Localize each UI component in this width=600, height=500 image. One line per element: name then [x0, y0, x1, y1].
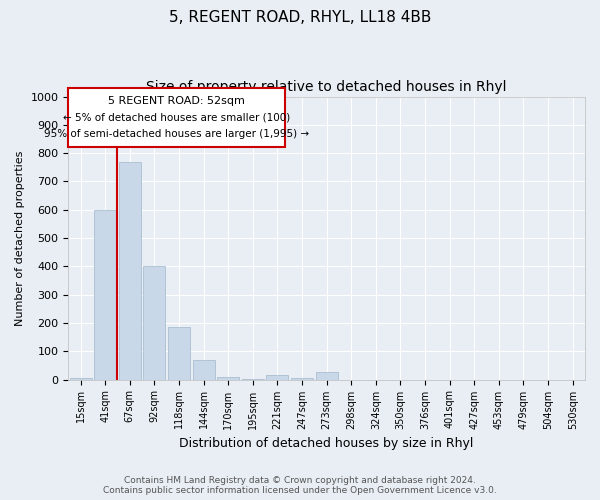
Bar [119, 162, 141, 380]
Bar [266, 376, 289, 380]
Bar [291, 378, 313, 380]
Bar [94, 210, 116, 380]
Bar [193, 360, 215, 380]
Bar [316, 372, 338, 380]
Text: 5, REGENT ROAD, RHYL, LL18 4BB: 5, REGENT ROAD, RHYL, LL18 4BB [169, 10, 431, 25]
Bar [168, 327, 190, 380]
Bar [143, 266, 166, 380]
Bar [217, 376, 239, 380]
Title: Size of property relative to detached houses in Rhyl: Size of property relative to detached ho… [146, 80, 507, 94]
Text: ← 5% of detached houses are smaller (100): ← 5% of detached houses are smaller (100… [63, 113, 290, 123]
Bar [242, 378, 264, 380]
X-axis label: Distribution of detached houses by size in Rhyl: Distribution of detached houses by size … [179, 437, 474, 450]
Y-axis label: Number of detached properties: Number of detached properties [15, 150, 25, 326]
Text: 95% of semi-detached houses are larger (1,995) →: 95% of semi-detached houses are larger (… [44, 130, 310, 140]
Text: 5 REGENT ROAD: 52sqm: 5 REGENT ROAD: 52sqm [109, 96, 245, 106]
Bar [70, 378, 92, 380]
Text: Contains HM Land Registry data © Crown copyright and database right 2024.
Contai: Contains HM Land Registry data © Crown c… [103, 476, 497, 495]
FancyBboxPatch shape [68, 88, 286, 148]
